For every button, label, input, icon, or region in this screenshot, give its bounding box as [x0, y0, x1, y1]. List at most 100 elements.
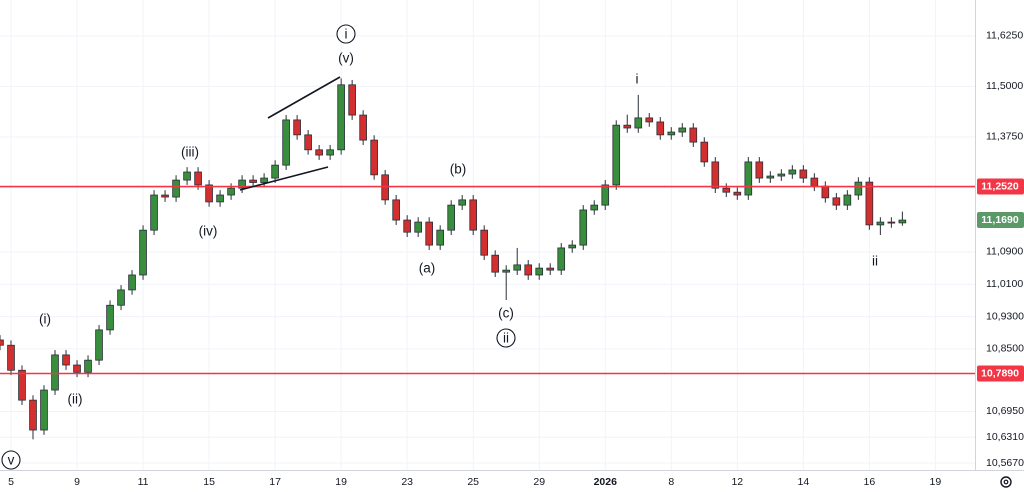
candle-body [667, 131, 676, 136]
annotation: ii [503, 331, 509, 346]
candle-body [810, 177, 819, 187]
x-tick-label: 11 [138, 476, 149, 488]
candle-body [348, 84, 356, 116]
candle-body [645, 117, 654, 123]
x-tick-label: 23 [401, 476, 413, 488]
candle-body [799, 169, 808, 179]
candle-body [546, 267, 555, 271]
annotation-circle [1, 450, 21, 470]
candle-body [172, 179, 180, 198]
candle-body [612, 124, 621, 186]
annotation: (i) [39, 312, 51, 327]
x-tick-label: 19 [930, 476, 942, 488]
candle-body [755, 161, 764, 179]
annotation: (ii) [68, 392, 83, 407]
x-tick-label: 16 [864, 476, 876, 488]
candle-body [29, 399, 37, 431]
candle-body [315, 149, 323, 156]
y-tick-label: 10,9300 [986, 310, 1024, 322]
trendline [267, 76, 341, 119]
candle-body [876, 221, 885, 226]
candle-body [601, 184, 610, 206]
candle-body [436, 229, 444, 246]
candle-body [139, 229, 147, 276]
candle-body [722, 187, 731, 193]
annotation: ii [872, 254, 878, 269]
candle-body [689, 127, 698, 143]
candle-body [480, 229, 489, 256]
candle-body [337, 84, 345, 151]
candle-body [678, 127, 687, 133]
level-label-bg [977, 365, 1024, 382]
x-tick-label: 17 [269, 476, 281, 488]
candle-body [469, 199, 478, 231]
candle-body [524, 264, 533, 276]
candle-body [832, 197, 841, 206]
candle-body [304, 134, 312, 151]
candle-body [227, 187, 235, 196]
candle-body [458, 199, 467, 206]
candle-body [447, 204, 455, 231]
candle-body [821, 185, 830, 199]
settings-button[interactable] [1000, 476, 1012, 488]
x-tick-label: 12 [731, 476, 743, 488]
candle-body [282, 119, 290, 166]
candle-body [205, 184, 213, 203]
candle-body [865, 181, 874, 226]
annotation: i [345, 27, 348, 42]
y-tick-label: 11,6250 [986, 30, 1023, 42]
candle-body [491, 254, 500, 273]
candle-body [271, 164, 279, 179]
annotation: v [8, 453, 15, 468]
candle-body [183, 171, 191, 181]
candle-body [106, 304, 114, 331]
candle-body [557, 247, 566, 271]
annotation: (iv) [199, 224, 218, 239]
x-tick-label: 9 [74, 476, 80, 488]
candle-body [62, 354, 70, 366]
candle-body [161, 194, 169, 198]
candle-body [249, 179, 257, 183]
candle-body [7, 344, 15, 371]
annotation: (a) [419, 261, 436, 276]
x-tick-label: 5 [8, 476, 14, 488]
candle-body [260, 177, 268, 183]
candle-body [898, 219, 907, 224]
candle-body [84, 359, 92, 373]
annotation: (v) [338, 51, 354, 66]
x-tick-label: 2026 [594, 476, 618, 488]
level-label: 10,7890 [981, 367, 1019, 379]
candle-body [381, 174, 389, 201]
candle-body [293, 119, 301, 136]
candle-body [502, 269, 511, 273]
candle-body [194, 171, 202, 186]
level-label: 11,2520 [981, 180, 1019, 192]
level-label-bg [977, 178, 1024, 195]
candle-body [766, 175, 775, 179]
candle-body [150, 194, 158, 231]
candle-body [51, 354, 59, 391]
candle-body [777, 173, 786, 177]
x-tick-label: 25 [467, 476, 479, 488]
x-tick-label: 14 [797, 476, 809, 488]
axes: 11,6250 11,5000 11,3750 11,0900 11,0100 10,93… [8, 30, 1024, 488]
candle-body [326, 149, 334, 156]
candle-body [40, 389, 48, 431]
y-tick-label: 11,0900 [986, 246, 1023, 258]
gear-icon[interactable] [1000, 476, 1012, 488]
candle-body [700, 141, 709, 163]
x-tick-label: 29 [533, 476, 545, 488]
gear-icon-center[interactable] [1003, 479, 1009, 485]
candle-body [744, 161, 753, 196]
candle-body [216, 194, 224, 203]
candle-body [843, 194, 852, 206]
annotation: i [636, 72, 639, 87]
candle-body [535, 267, 544, 276]
candle-body [403, 219, 411, 233]
candle-body [73, 364, 81, 373]
candle-body [590, 204, 599, 211]
y-tick-label: 10,6310 [986, 431, 1024, 443]
plot [0, 78, 975, 440]
